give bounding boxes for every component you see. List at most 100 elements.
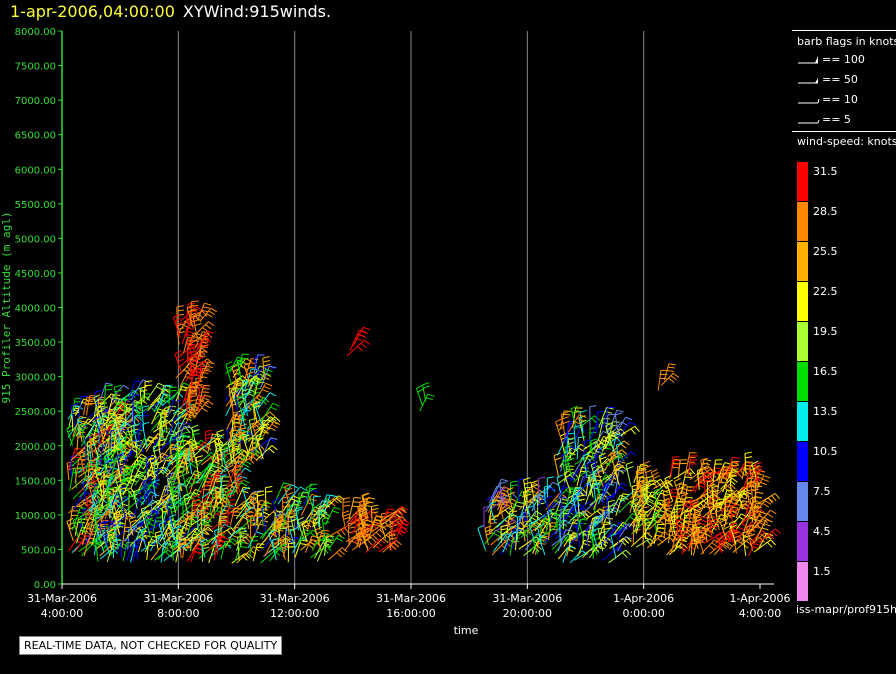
barb-flag bbox=[625, 461, 633, 465]
barb-flag bbox=[680, 529, 688, 533]
wind-barb bbox=[670, 513, 676, 535]
barb-flag bbox=[583, 452, 591, 457]
barb-flag bbox=[387, 508, 395, 511]
wind-barb bbox=[119, 445, 136, 460]
barb-flag bbox=[667, 366, 675, 369]
barb-flag bbox=[101, 498, 108, 504]
barb-flag bbox=[106, 487, 114, 490]
wind-barb bbox=[171, 382, 185, 400]
barb-flag bbox=[365, 519, 373, 523]
barb-flag bbox=[555, 509, 564, 512]
barb-flag bbox=[755, 469, 763, 473]
barb-flag bbox=[524, 481, 532, 485]
wind-barb bbox=[697, 470, 700, 491]
barb-flag bbox=[342, 510, 350, 514]
wind-barb bbox=[199, 385, 204, 403]
barb-flag bbox=[590, 461, 598, 466]
wind-barb bbox=[555, 510, 558, 531]
wind-barb bbox=[610, 421, 623, 435]
wind-barb bbox=[153, 503, 162, 525]
barb-flag bbox=[582, 512, 590, 518]
barb-flag bbox=[272, 497, 280, 502]
wind-barb bbox=[238, 416, 244, 441]
wind-barb bbox=[631, 502, 640, 525]
barb-flag bbox=[643, 460, 651, 465]
barb-flag bbox=[202, 532, 210, 535]
barb-flag bbox=[608, 504, 616, 507]
wind-barb bbox=[110, 542, 122, 556]
barb-flag bbox=[92, 470, 100, 474]
barb-flag bbox=[363, 533, 371, 538]
barb-flag bbox=[162, 388, 170, 391]
barb-flag bbox=[510, 525, 518, 530]
barb-flag bbox=[206, 400, 214, 405]
wind-barb bbox=[711, 487, 715, 510]
barb-flag bbox=[183, 448, 191, 452]
barb-flag bbox=[715, 509, 723, 513]
wind-barb bbox=[72, 520, 80, 539]
wind-barb bbox=[618, 500, 632, 514]
wind-barb bbox=[78, 396, 82, 418]
wind-barb bbox=[748, 468, 755, 488]
wind-barb bbox=[224, 526, 237, 548]
barb-flag bbox=[343, 497, 351, 500]
barb-flag bbox=[674, 477, 681, 482]
barb-flag bbox=[170, 447, 178, 451]
wind-barb bbox=[321, 519, 326, 543]
speed-legend-label: 31.5 bbox=[813, 165, 838, 178]
barb-flag bbox=[364, 501, 372, 505]
barb-flag bbox=[118, 436, 126, 441]
barb-flag bbox=[134, 538, 142, 542]
barb-flag bbox=[371, 504, 379, 507]
speed-legend-label: 13.5 bbox=[813, 405, 838, 418]
wind-barb bbox=[196, 524, 206, 545]
wind-barb bbox=[616, 444, 620, 462]
barb-flag bbox=[162, 497, 170, 502]
barb-flag bbox=[242, 486, 250, 491]
barb-flag bbox=[667, 479, 673, 486]
wind-barb bbox=[753, 539, 771, 553]
barb-flag bbox=[373, 544, 380, 550]
barb-flag bbox=[732, 464, 740, 467]
wind-barb bbox=[175, 413, 188, 436]
wind-barb bbox=[527, 507, 533, 525]
wind-barb bbox=[607, 433, 616, 454]
wind-barb bbox=[94, 513, 98, 532]
wind-barb bbox=[190, 544, 198, 563]
barb-flag bbox=[661, 483, 667, 490]
wind-barb bbox=[698, 494, 716, 511]
barb-flag bbox=[375, 531, 382, 538]
y-tick-label: 7000.00 bbox=[15, 96, 56, 107]
wind-barb bbox=[87, 479, 94, 502]
wind-barb bbox=[232, 447, 235, 465]
wind-barb bbox=[134, 541, 139, 560]
barb-legend-label: == 5 bbox=[822, 113, 851, 126]
wind-barb bbox=[79, 481, 94, 498]
barb-flag bbox=[126, 443, 132, 450]
wind-barb bbox=[247, 394, 259, 409]
wind-barb bbox=[362, 533, 369, 551]
barb-flag bbox=[672, 466, 680, 469]
wind-barb bbox=[107, 449, 125, 467]
wind-barb bbox=[254, 405, 264, 428]
barb-flag bbox=[707, 516, 715, 519]
barb-flag bbox=[139, 386, 147, 389]
wind-barb bbox=[249, 537, 252, 557]
wind-barb bbox=[287, 500, 296, 518]
wind-barb bbox=[134, 468, 148, 486]
barb-legend: barb flags in knots == 100 == 50 == 10 == 5 bbox=[792, 30, 896, 131]
wind-barb bbox=[242, 437, 249, 454]
wind-barb bbox=[89, 435, 94, 458]
barb-flag bbox=[218, 532, 226, 534]
barb-flag bbox=[586, 456, 592, 463]
wind-barb bbox=[145, 457, 148, 479]
barb-flag bbox=[633, 490, 640, 497]
barb-flag bbox=[204, 302, 212, 306]
barb-flag bbox=[138, 456, 146, 461]
barb-flag bbox=[707, 512, 716, 515]
barb-flag bbox=[348, 526, 356, 529]
barb-flag bbox=[733, 535, 741, 539]
wind-barb bbox=[192, 400, 208, 420]
barb-flag bbox=[198, 446, 205, 452]
barb-flag bbox=[80, 423, 88, 427]
